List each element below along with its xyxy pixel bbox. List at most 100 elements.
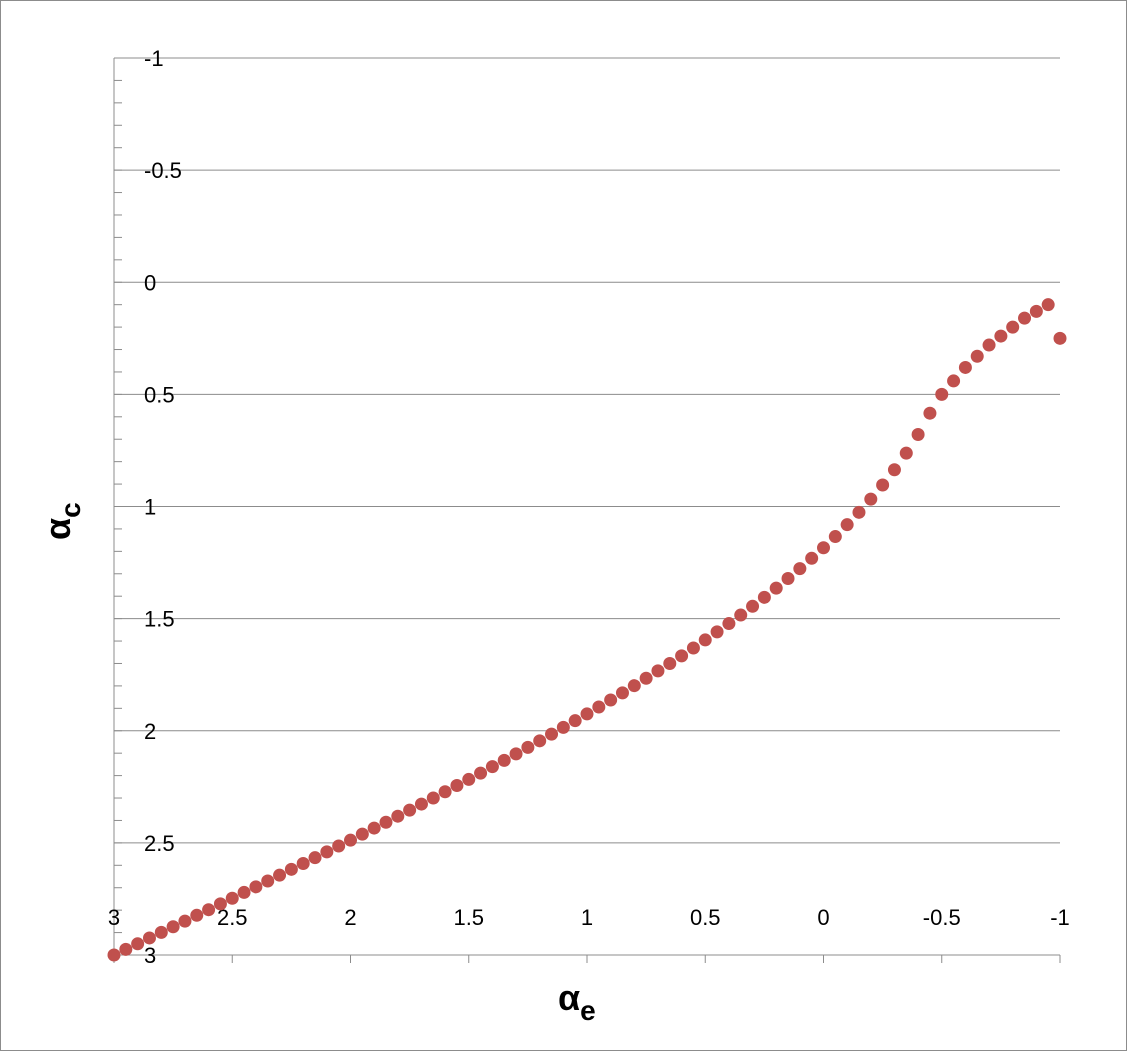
data-point	[225, 891, 239, 905]
y-axis-title-sub: c	[55, 502, 86, 518]
data-point	[935, 387, 949, 401]
data-point	[284, 862, 298, 876]
data-point	[154, 925, 168, 939]
data-point	[1006, 320, 1020, 334]
data-point	[899, 446, 913, 460]
data-point	[450, 778, 464, 792]
y-tick-label: 2	[144, 719, 156, 744]
data-point	[911, 428, 925, 442]
data-point	[852, 505, 866, 519]
data-point	[793, 562, 807, 576]
data-point	[828, 530, 842, 544]
y-tick-labels: -1 -0.5 0 0.5 1 1.5 2 2.5 3	[144, 46, 182, 968]
data-point	[675, 649, 689, 663]
data-point	[344, 833, 357, 847]
y-tick-label: 2.5	[144, 831, 175, 856]
x-tick-label: 0.5	[690, 905, 721, 930]
data-point	[592, 700, 606, 714]
x-axis-title: αe	[558, 977, 596, 1026]
x-axis-title-main: α	[558, 977, 580, 1018]
data-point	[142, 931, 156, 945]
data-point	[521, 740, 535, 754]
y-tick-label: 0.5	[144, 382, 175, 407]
x-tick-label: -0.5	[923, 905, 961, 930]
data-point	[131, 937, 145, 951]
y-tick-label: -0.5	[144, 158, 182, 183]
data-point	[982, 338, 996, 352]
data-point	[414, 797, 428, 811]
data-point	[757, 590, 771, 604]
data-point	[426, 791, 440, 805]
y-tick-label: -1	[144, 46, 164, 71]
data-point	[1018, 311, 1032, 325]
x-tick-label: 3	[108, 905, 120, 930]
data-point	[746, 599, 760, 613]
data-point	[320, 845, 334, 859]
data-point	[781, 571, 795, 585]
data-point	[178, 914, 192, 928]
data-point	[1053, 331, 1067, 345]
data-point	[545, 727, 559, 741]
data-point	[462, 772, 476, 786]
data-point	[367, 821, 381, 835]
data-point	[627, 679, 641, 693]
data-point	[864, 492, 878, 506]
data-point	[332, 839, 346, 853]
data-point	[273, 868, 287, 882]
y-axis-title: αc	[37, 502, 86, 540]
data-point	[379, 815, 393, 829]
data-point	[639, 671, 653, 685]
data-point	[686, 641, 700, 655]
y-tick-label: 1	[144, 495, 156, 520]
x-tick-label: 0	[817, 905, 829, 930]
gridlines	[114, 57, 1060, 956]
data-point	[604, 693, 618, 707]
data-point	[533, 734, 547, 748]
data-point	[958, 360, 972, 374]
data-point	[556, 720, 570, 734]
y-tick-label: 0	[144, 270, 156, 295]
y-axis-title-main: α	[37, 518, 78, 540]
data-point	[817, 541, 830, 555]
data-point	[355, 827, 369, 841]
data-point	[887, 463, 901, 477]
data-point	[485, 760, 499, 774]
data-point	[119, 942, 133, 956]
data-point	[190, 908, 204, 922]
x-axis-title-sub: e	[580, 995, 596, 1026]
data-point	[474, 766, 488, 780]
y-tick-label: 1.5	[144, 607, 175, 632]
data-point	[994, 329, 1008, 343]
data-point	[947, 374, 961, 388]
data-point	[308, 851, 322, 865]
data-point	[202, 903, 216, 917]
data-point	[970, 349, 984, 363]
data-point	[403, 803, 417, 817]
data-point	[213, 897, 227, 911]
data-point	[237, 885, 251, 899]
data-point	[710, 625, 724, 639]
y-tick-label: 3	[144, 943, 156, 968]
axes	[113, 57, 1061, 963]
data-point	[722, 617, 736, 631]
data-point	[840, 518, 854, 532]
data-point	[249, 880, 263, 894]
x-tick-label: 2	[344, 905, 356, 930]
data-point	[497, 753, 511, 767]
data-points	[107, 298, 1067, 962]
data-point	[651, 664, 665, 678]
data-point	[391, 809, 405, 823]
data-point	[107, 948, 121, 962]
data-point	[923, 406, 937, 420]
data-point	[580, 707, 594, 721]
data-point	[1041, 298, 1055, 312]
data-point	[261, 874, 275, 888]
data-point	[615, 686, 629, 700]
data-point	[805, 551, 819, 565]
x-tick-label: -1	[1050, 905, 1070, 930]
data-point	[698, 633, 712, 647]
data-point	[509, 747, 523, 761]
data-point	[734, 608, 748, 622]
data-point	[166, 920, 180, 934]
